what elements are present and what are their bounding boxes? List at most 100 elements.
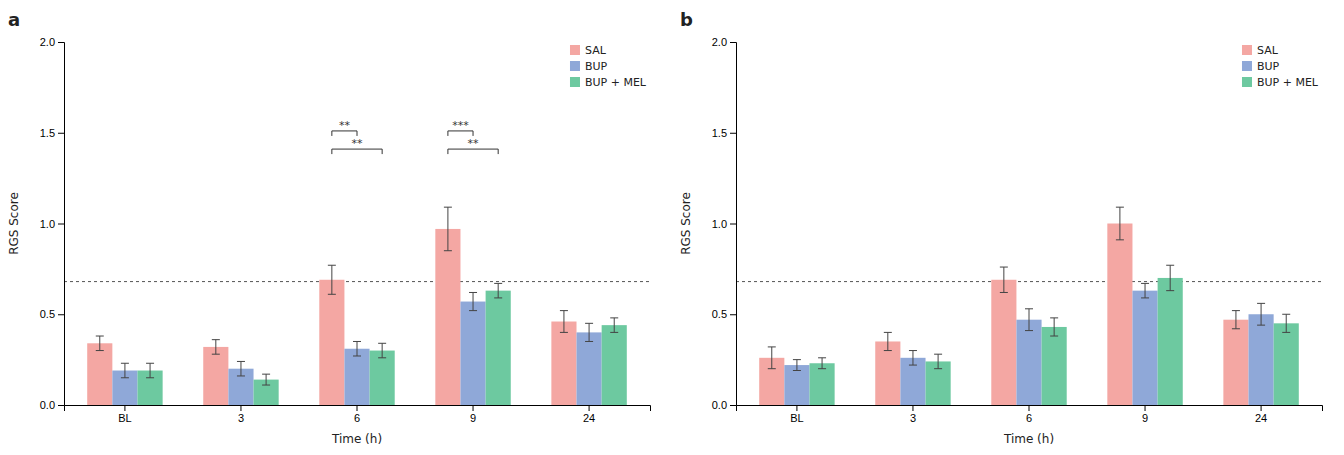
error-bar-line	[818, 368, 826, 369]
error-bar-line	[560, 332, 568, 333]
legend-swatch	[1242, 45, 1252, 55]
y-tick-mark	[730, 314, 736, 315]
error-bar-line	[1257, 303, 1265, 304]
y-tick-mark	[58, 133, 64, 134]
legend-item: BUP	[1242, 60, 1280, 73]
error-bar-line	[1145, 283, 1146, 298]
error-bar-line	[1000, 292, 1008, 293]
x-tick-mark	[240, 405, 241, 411]
x-tick-label: 24	[583, 412, 595, 424]
significance-label: **	[468, 137, 480, 150]
y-tick-mark	[58, 314, 64, 315]
error-bar-line	[353, 355, 361, 356]
y-tick-label: 2.0	[712, 36, 727, 48]
error-bar-line	[818, 357, 826, 358]
error-bar-line	[1282, 332, 1290, 333]
error-bar-line	[793, 359, 801, 360]
error-bar-line	[934, 354, 942, 355]
x-tick: 3	[238, 405, 244, 424]
x-axis-title: Time (h)	[1003, 432, 1054, 446]
error-bar-line	[909, 350, 917, 351]
y-tick-label: 0.0	[40, 399, 55, 411]
panel: 0.00.51.01.52.0BL36924Time (h)RGS Scorea…	[7, 9, 651, 446]
error-bar-line	[1261, 303, 1262, 325]
error-bar-line	[331, 265, 332, 294]
x-axis-line	[65, 406, 651, 412]
error-bar	[585, 323, 593, 341]
error-bar	[121, 363, 129, 378]
x-tick-label: 9	[470, 412, 476, 424]
error-bar-line	[444, 250, 452, 251]
error-bar-line	[1232, 310, 1240, 311]
error-bar-line	[768, 346, 776, 347]
y-axis: 0.00.51.01.52.0	[712, 36, 737, 411]
error-bar-line	[469, 292, 477, 293]
error-bar	[353, 341, 361, 356]
error-bar-line	[589, 323, 590, 341]
error-bar-line	[563, 311, 564, 333]
error-bar-line	[822, 358, 823, 369]
error-bar	[212, 340, 220, 355]
y-tick: 1.5	[40, 127, 64, 139]
error-bar	[328, 265, 336, 294]
error-bar-line	[328, 294, 336, 295]
legend-swatch	[570, 77, 580, 87]
x-tick: 24	[1255, 405, 1267, 424]
significance-label: ***	[452, 119, 469, 132]
legend-label: BUP	[1257, 60, 1280, 73]
error-bar-line	[1116, 239, 1124, 240]
legend-item: SAL	[570, 44, 607, 57]
x-tick-label: 6	[354, 412, 360, 424]
error-bar-line	[498, 283, 499, 298]
x-tick-mark	[1029, 405, 1030, 411]
error-bar-line	[1025, 308, 1033, 309]
bar	[809, 363, 834, 405]
error-bar-line	[585, 341, 593, 342]
y-tick-label: 1.5	[40, 127, 55, 139]
y-axis-title: RGS Score	[679, 192, 693, 255]
error-bar	[262, 374, 270, 385]
error-bar-line	[884, 332, 892, 333]
error-bar-line	[146, 363, 154, 364]
bar	[486, 291, 511, 405]
y-tick-label: 1.0	[40, 218, 55, 230]
bar	[784, 365, 809, 405]
error-bar-line	[99, 336, 100, 351]
legend: SALBUPBUP + MEL	[1242, 44, 1319, 89]
x-tick-mark	[1261, 405, 1262, 411]
legend-swatch	[570, 45, 580, 55]
error-bar-line	[938, 354, 939, 369]
error-bar-line	[1050, 336, 1058, 337]
error-bar-line	[444, 207, 452, 208]
x-axis: BL36924	[737, 405, 1323, 424]
y-tick: 0.5	[712, 308, 736, 320]
error-bar-line	[212, 354, 220, 355]
legend: SALBUPBUP + MEL	[570, 44, 647, 89]
bar	[1158, 278, 1183, 405]
error-bar	[1282, 314, 1290, 332]
error-bar	[768, 347, 776, 369]
error-bar-line	[378, 357, 386, 358]
bar	[1042, 327, 1067, 405]
error-bar	[1116, 207, 1124, 240]
y-tick: 1.5	[712, 127, 736, 139]
bar	[1132, 291, 1157, 405]
bar-series	[809, 265, 1298, 405]
panel: 0.00.51.01.52.0BL36924Time (h)RGS Scoreb…	[679, 9, 1323, 446]
legend-label: BUP + MEL	[585, 76, 647, 89]
error-bar-line	[1000, 267, 1008, 268]
y-tick-mark	[730, 405, 736, 406]
bar	[991, 280, 1016, 405]
error-bar-line	[96, 350, 104, 351]
y-axis: 0.00.51.01.52.0	[40, 36, 65, 411]
error-bar	[494, 283, 502, 298]
error-bar-line	[378, 343, 386, 344]
x-tick-label: 9	[1142, 412, 1148, 424]
y-tick-label: 1.0	[712, 218, 727, 230]
legend-label: BUP + MEL	[1257, 76, 1319, 89]
error-bar-line	[121, 377, 129, 378]
error-bar	[560, 311, 568, 333]
legend-item: BUP + MEL	[570, 76, 647, 89]
error-bar-line	[447, 207, 448, 251]
y-tick: 0.5	[40, 308, 64, 320]
